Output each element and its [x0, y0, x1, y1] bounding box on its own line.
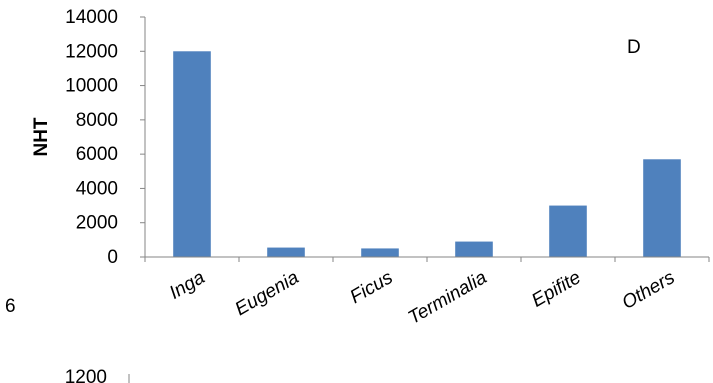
y-tick-label: 10000	[65, 76, 118, 97]
panel-label: D	[627, 37, 641, 58]
y-tick-label: 4000	[76, 178, 118, 199]
bar-inga	[173, 51, 211, 258]
y-tick-label: 12000	[65, 41, 118, 62]
x-tick-label-eugenia: Eugenia	[232, 267, 303, 320]
bar-ficus	[361, 248, 399, 257]
x-tick-label-others: Others	[619, 267, 679, 314]
x-tick-label-terminalia: Terminalia	[405, 267, 491, 329]
y-tick-label: 0	[107, 247, 118, 268]
y-axis-label: NHT	[31, 117, 52, 156]
left-fragment-label: 6	[5, 296, 16, 317]
next-chart-top-tick: 1200	[65, 367, 107, 383]
x-tick-label-ficus: Ficus	[347, 267, 397, 308]
y-tick-label: 6000	[76, 144, 118, 165]
y-tick-label: 8000	[76, 110, 118, 131]
x-tick-label-inga: Inga	[166, 267, 209, 304]
bar-epifite	[549, 205, 587, 257]
bars	[173, 51, 681, 258]
y-axis-ticks: 0 2000 4000 6000 8000 10000 12000 14000	[65, 7, 145, 268]
y-tick-label: 14000	[65, 7, 118, 28]
bar-eugenia	[267, 247, 305, 257]
bar-others	[643, 159, 681, 257]
bar-terminalia	[455, 241, 493, 257]
x-axis-ticks: Inga Eugenia Ficus Terminalia Epifite Others	[144, 257, 710, 329]
y-tick-label: 2000	[76, 213, 118, 234]
x-tick-label-epifite: Epifite	[528, 267, 584, 312]
